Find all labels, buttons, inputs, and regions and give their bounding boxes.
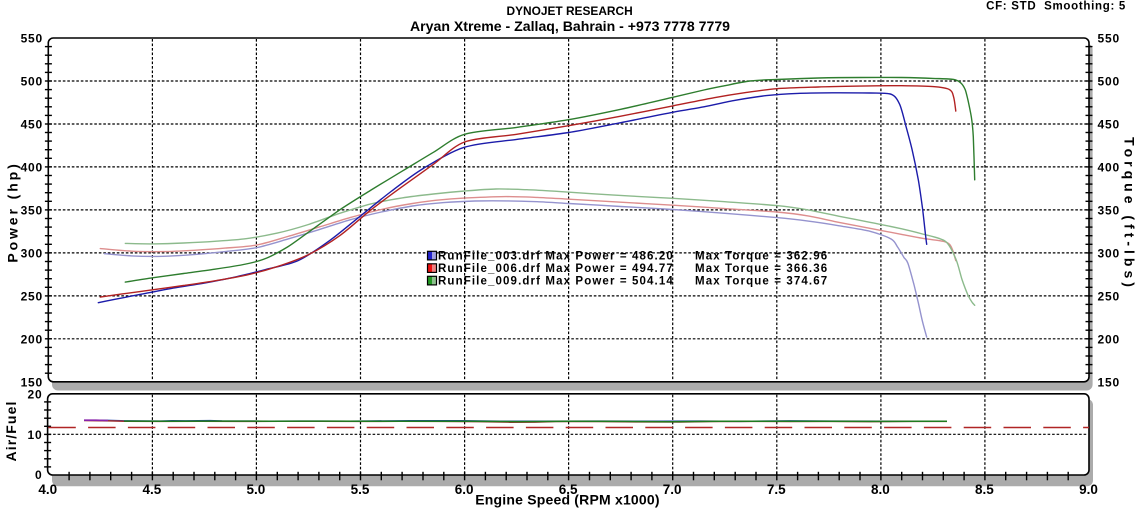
svg-text:20: 20: [28, 387, 43, 401]
svg-text:550: 550: [21, 32, 43, 46]
svg-text:6.0: 6.0: [455, 482, 474, 497]
svg-text:Power (hp): Power (hp): [4, 161, 20, 262]
svg-text:500: 500: [1098, 75, 1120, 89]
svg-text:450: 450: [21, 117, 43, 131]
svg-text:300: 300: [1098, 246, 1120, 260]
svg-text:5.0: 5.0: [247, 482, 266, 497]
svg-text:4.5: 4.5: [143, 482, 162, 497]
svg-text:Max Torque = 374.67: Max Torque = 374.67: [695, 276, 828, 288]
svg-text:Torque (ft-lbs): Torque (ft-lbs): [1122, 137, 1137, 291]
svg-text:7.5: 7.5: [767, 482, 786, 497]
svg-text:450: 450: [1098, 117, 1120, 131]
svg-text:300: 300: [21, 246, 43, 260]
svg-text:150: 150: [21, 375, 43, 389]
svg-text:8.5: 8.5: [975, 482, 994, 497]
svg-text:350: 350: [21, 203, 43, 217]
svg-text:200: 200: [1098, 332, 1120, 346]
svg-text:Max Torque = 366.36: Max Torque = 366.36: [695, 263, 828, 275]
svg-text:7.0: 7.0: [663, 482, 682, 497]
svg-text:400: 400: [1098, 160, 1120, 174]
svg-text:CF: STD Smoothing: 5: CF: STD Smoothing: 5: [986, 0, 1126, 12]
svg-text:RunFile_006.drf Max Power = 49: RunFile_006.drf Max Power = 494.77: [438, 263, 674, 275]
svg-text:400: 400: [21, 160, 43, 174]
svg-text:350: 350: [1098, 203, 1120, 217]
svg-text:4.0: 4.0: [38, 482, 57, 497]
svg-text:Air/Fuel: Air/Fuel: [3, 401, 19, 462]
svg-text:8.0: 8.0: [871, 482, 890, 497]
svg-text:Max Torque = 362.96: Max Torque = 362.96: [695, 251, 828, 263]
svg-text:Aryan Xtreme - Zallaq, Bahrain: Aryan Xtreme - Zallaq, Bahrain - +973 77…: [410, 18, 730, 34]
svg-text:9.0: 9.0: [1079, 482, 1098, 497]
svg-text:Engine Speed (RPM x1000): Engine Speed (RPM x1000): [475, 492, 660, 508]
svg-text:250: 250: [21, 289, 43, 303]
svg-text:10: 10: [28, 428, 43, 442]
svg-text:6.5: 6.5: [559, 482, 578, 497]
svg-text:500: 500: [21, 75, 43, 89]
svg-text:RunFile_009.drf Max Power = 50: RunFile_009.drf Max Power = 504.14: [438, 276, 674, 288]
svg-text:150: 150: [1098, 375, 1120, 389]
svg-text:200: 200: [21, 332, 43, 346]
svg-text:5.5: 5.5: [351, 482, 370, 497]
svg-text:RunFile_003.drf Max Power = 48: RunFile_003.drf Max Power = 486.20: [438, 251, 674, 263]
svg-text:550: 550: [1098, 32, 1120, 46]
svg-text:0: 0: [35, 468, 42, 482]
svg-text:DYNOJET RESEARCH: DYNOJET RESEARCH: [506, 4, 632, 18]
svg-text:250: 250: [1098, 289, 1120, 303]
